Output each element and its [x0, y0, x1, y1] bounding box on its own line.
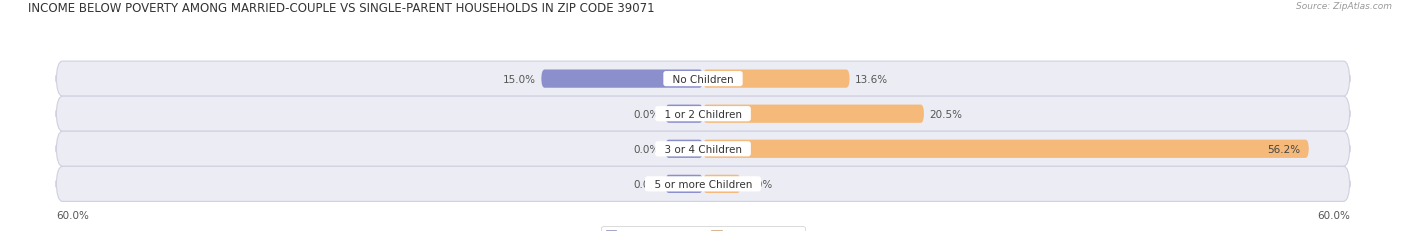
FancyBboxPatch shape — [703, 140, 1309, 158]
FancyBboxPatch shape — [703, 105, 924, 123]
FancyBboxPatch shape — [56, 167, 1350, 201]
Text: 15.0%: 15.0% — [503, 74, 536, 84]
Text: Source: ZipAtlas.com: Source: ZipAtlas.com — [1296, 2, 1392, 11]
Text: 20.5%: 20.5% — [929, 109, 962, 119]
FancyBboxPatch shape — [56, 132, 1350, 167]
FancyBboxPatch shape — [56, 62, 1350, 97]
FancyBboxPatch shape — [541, 70, 703, 88]
FancyBboxPatch shape — [665, 105, 703, 123]
Text: 60.0%: 60.0% — [56, 210, 89, 220]
Text: 0.0%: 0.0% — [634, 144, 659, 154]
FancyBboxPatch shape — [56, 97, 1350, 132]
Text: INCOME BELOW POVERTY AMONG MARRIED-COUPLE VS SINGLE-PARENT HOUSEHOLDS IN ZIP COD: INCOME BELOW POVERTY AMONG MARRIED-COUPL… — [28, 2, 655, 15]
Text: 56.2%: 56.2% — [1267, 144, 1301, 154]
Text: 0.0%: 0.0% — [747, 179, 772, 189]
Text: 1 or 2 Children: 1 or 2 Children — [658, 109, 748, 119]
Text: 60.0%: 60.0% — [1317, 210, 1350, 220]
Legend: Married Couples, Single Parents: Married Couples, Single Parents — [602, 226, 804, 231]
FancyBboxPatch shape — [703, 175, 741, 193]
Text: 5 or more Children: 5 or more Children — [648, 179, 758, 189]
Text: 3 or 4 Children: 3 or 4 Children — [658, 144, 748, 154]
FancyBboxPatch shape — [665, 140, 703, 158]
Text: 0.0%: 0.0% — [634, 109, 659, 119]
Text: 13.6%: 13.6% — [855, 74, 889, 84]
FancyBboxPatch shape — [665, 175, 703, 193]
FancyBboxPatch shape — [703, 70, 849, 88]
Text: 0.0%: 0.0% — [634, 179, 659, 189]
Text: No Children: No Children — [666, 74, 740, 84]
